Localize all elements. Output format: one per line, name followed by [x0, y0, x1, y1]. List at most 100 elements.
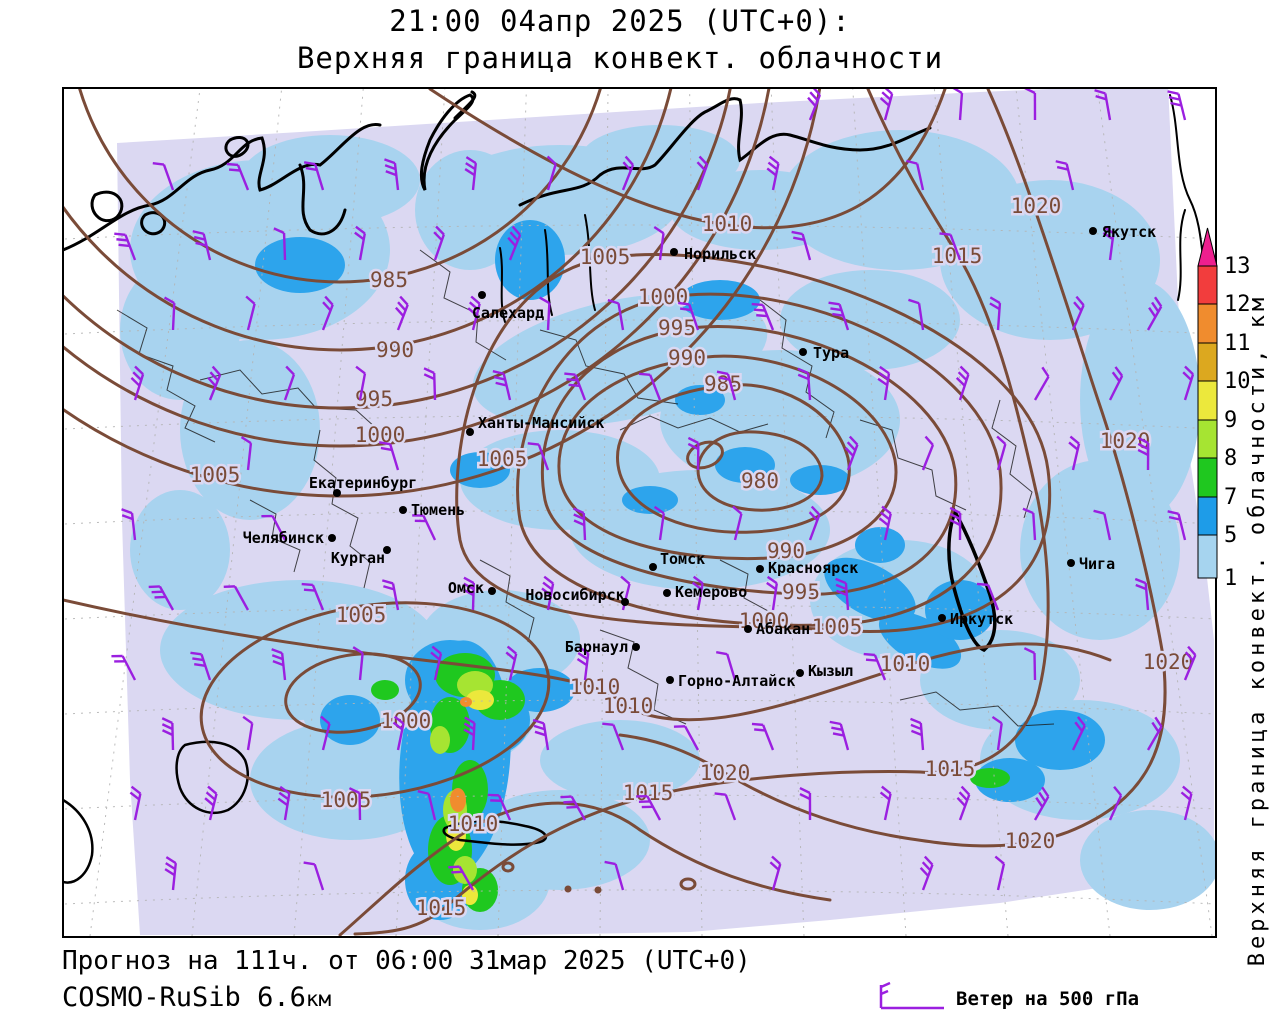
colorbar-tick-label: 13 [1224, 254, 1251, 279]
wind-barb [769, 855, 782, 891]
isobar-label: 1010 [448, 812, 499, 836]
city-dot [328, 534, 336, 542]
isobar-label: 990 [668, 346, 706, 370]
wind-barb [541, 575, 555, 611]
cloud-field-high [371, 653, 1010, 912]
wind-barb [114, 232, 137, 261]
wind-barb [539, 296, 551, 331]
model-name: COSMO-RuSib 6.6 [62, 982, 306, 1013]
wind-barb [956, 785, 971, 821]
city-dot [621, 598, 629, 606]
isobar-label: 980 [741, 469, 779, 493]
wind-barb [807, 88, 822, 121]
wind-barb [1033, 366, 1050, 401]
isobar-label: 1005 [190, 463, 241, 487]
wind-legend: Ветер на 500 гПа [872, 980, 1139, 1012]
city-label: Чига [1079, 555, 1115, 573]
city-label: Салехард [472, 304, 544, 322]
wind-barb [320, 715, 331, 751]
wind-barb [303, 161, 325, 191]
wind-barb [604, 860, 625, 891]
city-label: Абакан [756, 620, 810, 638]
wind-barb [673, 725, 700, 751]
wind-barb [430, 645, 443, 681]
isobar-label: 1000 [381, 709, 432, 733]
region-borders [116, 249, 1055, 727]
city-dot [478, 291, 486, 299]
city-dot [488, 587, 496, 595]
city-label: Горно-Алтайск [678, 672, 795, 690]
wind-barb [433, 225, 446, 261]
wind-legend-label: Ветер на 500 гПа [956, 988, 1140, 1010]
wind-barb [751, 722, 775, 751]
colorbar-tick-label: 9 [1224, 408, 1237, 433]
isobar-label: 990 [376, 338, 414, 362]
wind-barb [994, 855, 1006, 891]
wind-barb [751, 302, 775, 331]
wind-barb [576, 646, 590, 681]
city-dot [938, 614, 946, 622]
colorbar-tick-label: 10 [1224, 369, 1251, 394]
colorbar-axis-label: Верхняя граница конвект. облачности, км [1245, 294, 1270, 967]
meridian-line [852, 88, 907, 937]
isobar-label: 1010 [570, 675, 621, 699]
wind-barb [355, 365, 367, 401]
isobar-label: 995 [782, 580, 820, 604]
city-label: Курган [331, 549, 385, 567]
wind-barb [714, 792, 737, 821]
wind-barb [879, 785, 892, 821]
isobar-label: 985 [370, 268, 408, 292]
wind-barb [448, 865, 475, 891]
isobar-label: 1010 [880, 652, 931, 676]
wind-barb [1134, 577, 1150, 611]
isobar-label: 985 [704, 372, 742, 396]
parallel-line [64, 414, 1216, 430]
wind-barb [271, 648, 287, 681]
wind-barb [226, 162, 250, 191]
wind-barb [527, 442, 550, 471]
city-dot [670, 248, 678, 256]
wind-barb [111, 654, 137, 681]
wind-barb [1093, 509, 1112, 541]
meridian-line [395, 88, 446, 937]
colorbar: 13 12 11 10 9 8 7 5 1 [1197, 227, 1251, 591]
colorbar-segment [1197, 380, 1218, 421]
isobar-label: 1020 [700, 761, 751, 785]
wind-barb [1108, 785, 1123, 821]
isobar-label: 1000 [638, 285, 689, 309]
wind-barb [949, 506, 962, 541]
wind-barb [910, 717, 925, 751]
wind-barb [955, 365, 970, 401]
wind-barb [505, 645, 518, 681]
colorbar-tick-label: 7 [1224, 485, 1237, 510]
wind-barb [919, 855, 934, 891]
wind-barb [1071, 716, 1086, 751]
wind-barb [939, 232, 962, 261]
colorbar-segment [1197, 342, 1218, 382]
wind-barb [877, 365, 891, 401]
wind-barb [996, 435, 1007, 471]
isobar-contours [63, 88, 1167, 937]
city-dot [1089, 227, 1097, 235]
wind-barb [1167, 90, 1187, 121]
city-label: Омск [448, 579, 484, 597]
wind-barb [564, 372, 587, 401]
isobar-labels: 9859909951000100510051005100010051005100… [187, 192, 1196, 923]
wind-barb [696, 155, 709, 191]
city-label: Тюмень [411, 501, 465, 519]
city-dot [663, 589, 671, 597]
wind-barb [1146, 716, 1163, 751]
wind-barb [678, 301, 700, 331]
wind-barb [303, 861, 325, 891]
wind-barb [921, 435, 935, 471]
city-label: Новосибирск [525, 586, 624, 604]
parallel-line [64, 509, 1216, 525]
title-datetime: 21:00 04апр 2025 (UTC+0): [389, 4, 851, 38]
isobar-label: 1015 [416, 896, 467, 920]
wind-barb [467, 295, 481, 331]
model-resolution-unit: км [305, 987, 332, 1011]
city-label: Норильск [684, 245, 756, 263]
wind-barb [908, 298, 925, 331]
wind-barb [766, 155, 780, 191]
isobar-label: 1005 [812, 615, 863, 639]
